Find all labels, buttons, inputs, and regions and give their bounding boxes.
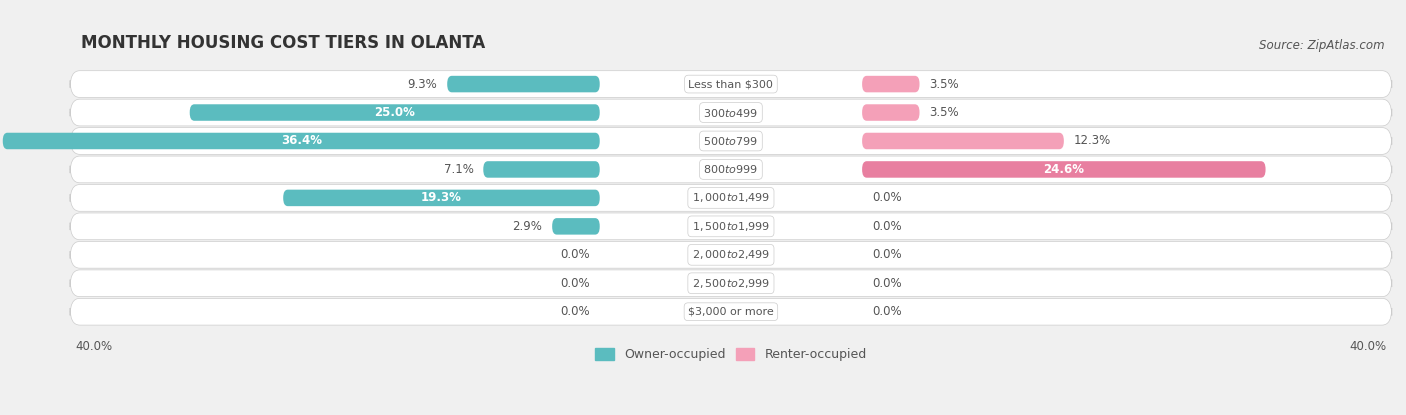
Text: 0.0%: 0.0% bbox=[560, 305, 591, 318]
Text: $2,000 to $2,499: $2,000 to $2,499 bbox=[692, 248, 770, 261]
FancyBboxPatch shape bbox=[862, 133, 1064, 149]
FancyBboxPatch shape bbox=[484, 161, 600, 178]
Text: Source: ZipAtlas.com: Source: ZipAtlas.com bbox=[1258, 39, 1385, 52]
Text: 0.0%: 0.0% bbox=[872, 277, 901, 290]
FancyBboxPatch shape bbox=[70, 156, 1392, 183]
FancyBboxPatch shape bbox=[862, 76, 920, 92]
Text: 19.3%: 19.3% bbox=[420, 191, 463, 205]
Text: MONTHLY HOUSING COST TIERS IN OLANTA: MONTHLY HOUSING COST TIERS IN OLANTA bbox=[82, 34, 485, 52]
FancyBboxPatch shape bbox=[70, 213, 1392, 240]
Text: 9.3%: 9.3% bbox=[408, 78, 437, 90]
FancyBboxPatch shape bbox=[70, 127, 1392, 154]
FancyBboxPatch shape bbox=[70, 298, 1392, 325]
Text: 36.4%: 36.4% bbox=[281, 134, 322, 147]
FancyBboxPatch shape bbox=[70, 99, 1392, 126]
FancyBboxPatch shape bbox=[70, 185, 1392, 211]
FancyBboxPatch shape bbox=[190, 104, 600, 121]
Text: 0.0%: 0.0% bbox=[872, 220, 901, 233]
Legend: Owner-occupied, Renter-occupied: Owner-occupied, Renter-occupied bbox=[591, 343, 872, 366]
FancyBboxPatch shape bbox=[553, 218, 600, 234]
Text: $1,000 to $1,499: $1,000 to $1,499 bbox=[692, 191, 770, 205]
Text: 3.5%: 3.5% bbox=[929, 106, 959, 119]
FancyBboxPatch shape bbox=[70, 71, 1392, 98]
Text: 25.0%: 25.0% bbox=[374, 106, 415, 119]
Text: $800 to $999: $800 to $999 bbox=[703, 164, 758, 176]
Text: $500 to $799: $500 to $799 bbox=[703, 135, 758, 147]
FancyBboxPatch shape bbox=[862, 104, 920, 121]
FancyBboxPatch shape bbox=[70, 242, 1392, 268]
FancyBboxPatch shape bbox=[3, 133, 600, 149]
FancyBboxPatch shape bbox=[447, 76, 600, 92]
Text: $3,000 or more: $3,000 or more bbox=[688, 307, 773, 317]
Text: 40.0%: 40.0% bbox=[75, 340, 112, 353]
Text: 0.0%: 0.0% bbox=[872, 248, 901, 261]
FancyBboxPatch shape bbox=[862, 161, 1265, 178]
Text: $1,500 to $1,999: $1,500 to $1,999 bbox=[692, 220, 770, 233]
Text: 12.3%: 12.3% bbox=[1074, 134, 1111, 147]
FancyBboxPatch shape bbox=[70, 270, 1392, 297]
Text: 0.0%: 0.0% bbox=[560, 277, 591, 290]
Text: 0.0%: 0.0% bbox=[872, 305, 901, 318]
Text: 7.1%: 7.1% bbox=[443, 163, 474, 176]
Text: 0.0%: 0.0% bbox=[560, 248, 591, 261]
Text: Less than $300: Less than $300 bbox=[689, 79, 773, 89]
Text: $2,500 to $2,999: $2,500 to $2,999 bbox=[692, 277, 770, 290]
Text: 40.0%: 40.0% bbox=[1350, 340, 1386, 353]
Text: $300 to $499: $300 to $499 bbox=[703, 107, 758, 119]
Text: 2.9%: 2.9% bbox=[512, 220, 543, 233]
Text: 3.5%: 3.5% bbox=[929, 78, 959, 90]
Text: 0.0%: 0.0% bbox=[872, 191, 901, 205]
FancyBboxPatch shape bbox=[283, 190, 600, 206]
Text: 24.6%: 24.6% bbox=[1043, 163, 1084, 176]
